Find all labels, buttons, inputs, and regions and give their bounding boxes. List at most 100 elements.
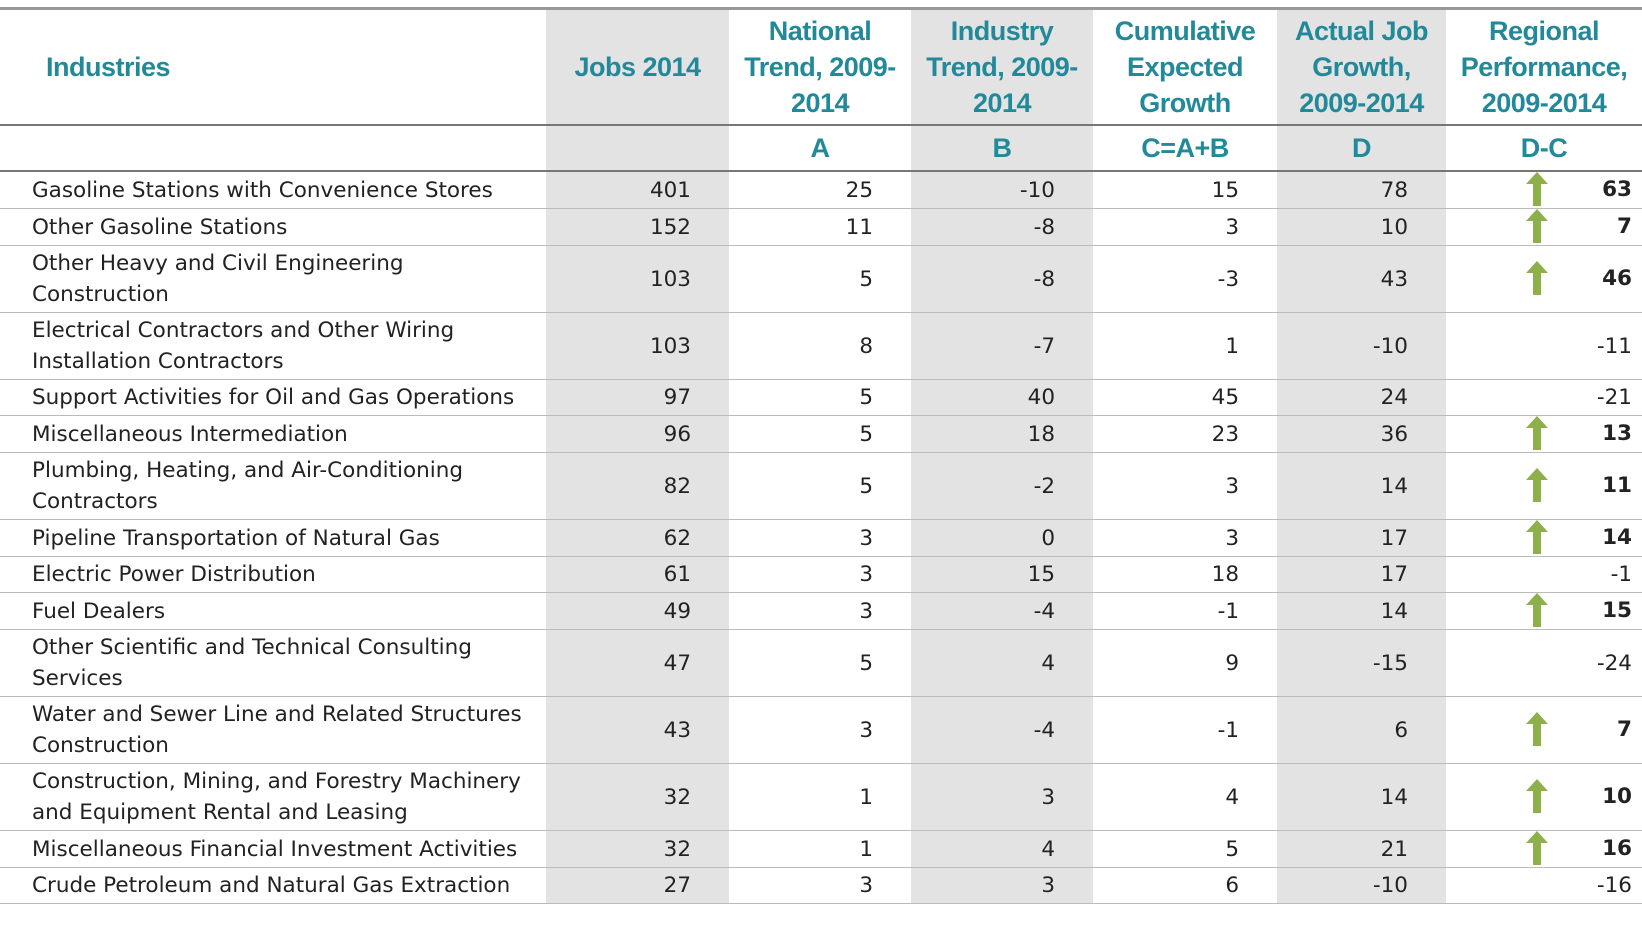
table-row: Water and Sewer Line and Related Structu… [0, 696, 1642, 764]
cell-value: -16 [1596, 873, 1632, 898]
cell-value: 46 [1602, 266, 1632, 291]
up-arrow [1526, 520, 1548, 554]
table-row: Other Gasoline Stations 152 11 -8 3 10 7 [0, 208, 1642, 246]
cell-value: 49 [546, 592, 729, 630]
column-header: Cumulative Expected Growth [1093, 8, 1277, 126]
cell-value: 43 [1277, 245, 1446, 313]
industry-table: Industries Jobs 2014 National Trend, 2009-… [0, 7, 1642, 904]
cell-value: 15 [1093, 171, 1277, 209]
table-row: Pipeline Transportation of Natural Gas 62… [0, 519, 1642, 557]
cell-value: -7 [911, 312, 1093, 380]
cell-value: 25 [729, 171, 911, 209]
cell-value: 21 [1277, 830, 1446, 868]
cell-value: -15 [1277, 629, 1446, 697]
table-row: Construction, Mining, and Forestry Machi… [0, 763, 1642, 831]
industry-name: Construction, Mining, and Forestry Machi… [0, 763, 546, 831]
industry-name: Miscellaneous Financial Investment Activ… [0, 830, 546, 868]
regional-performance: 7 [1446, 696, 1642, 764]
column-header: Jobs 2014 [546, 8, 729, 126]
cell-value: 7 [1617, 717, 1632, 742]
table-row: Miscellaneous Financial Investment Activ… [0, 830, 1642, 868]
up-arrow [1526, 261, 1548, 295]
table-row: Crude Petroleum and Natural Gas Extracti… [0, 867, 1642, 904]
subheader-cell [0, 125, 546, 172]
regional-performance: -21 [1446, 379, 1642, 416]
cell-value: 9 [1093, 629, 1277, 697]
arrow-shape [1526, 416, 1548, 450]
table-row: Gasoline Stations with Convenience Store… [0, 171, 1642, 209]
cell-value: 4 [911, 830, 1093, 868]
cell-value: 3 [1093, 208, 1277, 246]
cell-value: 103 [546, 312, 729, 380]
cell-value: 11 [729, 208, 911, 246]
regional-performance: 13 [1446, 415, 1642, 453]
table-row: Electrical Contractors and Other Wiring … [0, 312, 1642, 380]
cell-value: -2 [911, 452, 1093, 520]
cell-value: -24 [1596, 650, 1632, 676]
cell-value: 97 [546, 379, 729, 416]
arrow-shape [1526, 520, 1548, 554]
cell-value: -11 [1596, 333, 1632, 359]
cell-value: 3 [729, 592, 911, 630]
cell-value: 36 [1277, 415, 1446, 453]
arrow-shape [1526, 593, 1548, 627]
cell-value: 14 [1602, 525, 1632, 550]
cell-value: 78 [1277, 171, 1446, 209]
cell-value: -21 [1596, 385, 1632, 410]
up-arrow [1526, 712, 1548, 746]
cell-value: 152 [546, 208, 729, 246]
column-header: National Trend, 2009-2014 [729, 8, 911, 126]
table-header: Industries Jobs 2014 National Trend, 2009-… [0, 8, 1642, 172]
cell-value: 15 [911, 556, 1093, 593]
up-arrow [1526, 468, 1548, 502]
up-arrow [1526, 831, 1548, 865]
arrow-shape [1526, 712, 1548, 746]
industry-name: Other Scientific and Technical Consultin… [0, 629, 546, 697]
cell-value: 1 [729, 830, 911, 868]
cell-value: 6 [1277, 696, 1446, 764]
regional-performance: -1 [1446, 556, 1642, 593]
cell-value: 61 [546, 556, 729, 593]
cell-value: -4 [911, 696, 1093, 764]
industry-name: Fuel Dealers [0, 592, 546, 630]
cell-value: 13 [1602, 421, 1632, 446]
cell-value: 11 [1602, 473, 1632, 498]
subheader-cell: A [729, 125, 911, 172]
industry-name: Support Activities for Oil and Gas Opera… [0, 379, 546, 416]
regional-performance: 46 [1446, 245, 1642, 313]
cell-value: 401 [546, 171, 729, 209]
cell-value: -8 [911, 245, 1093, 313]
cell-value: 5 [729, 629, 911, 697]
subheader-cell: C=A+B [1093, 125, 1277, 172]
cell-value: 7 [1617, 214, 1632, 239]
industry-name: Other Heavy and Civil Engineering Constr… [0, 245, 546, 313]
column-header: Industry Trend, 2009-2014 [911, 8, 1093, 126]
cell-value: -8 [911, 208, 1093, 246]
cell-value: 5 [729, 379, 911, 416]
industry-name: Pipeline Transportation of Natural Gas [0, 519, 546, 557]
header-row: Industries Jobs 2014 National Trend, 2009-… [0, 8, 1642, 126]
cell-value: 23 [1093, 415, 1277, 453]
cell-value: 5 [729, 452, 911, 520]
cell-value: 6 [1093, 867, 1277, 904]
cell-value: 18 [1093, 556, 1277, 593]
cell-value: -1 [1093, 696, 1277, 764]
cell-value: 32 [546, 763, 729, 831]
cell-value: 96 [546, 415, 729, 453]
cell-value: 103 [546, 245, 729, 313]
cell-value: 0 [911, 519, 1093, 557]
cell-value: 14 [1277, 452, 1446, 520]
column-header: Actual Job Growth, 2009-2014 [1277, 8, 1446, 126]
cell-value: 82 [546, 452, 729, 520]
up-arrow [1526, 172, 1548, 206]
cell-value: 5 [729, 245, 911, 313]
cell-value: 8 [729, 312, 911, 380]
regional-performance: -16 [1446, 867, 1642, 904]
cell-value: 32 [546, 830, 729, 868]
up-arrow [1526, 209, 1548, 243]
industry-name: Miscellaneous Intermediation [0, 415, 546, 453]
cell-value: 15 [1602, 598, 1632, 623]
table-row: Fuel Dealers 49 3 -4 -1 14 15 [0, 592, 1642, 630]
industry-name: Plumbing, Heating, and Air-Conditioning … [0, 452, 546, 520]
regional-performance: 7 [1446, 208, 1642, 246]
